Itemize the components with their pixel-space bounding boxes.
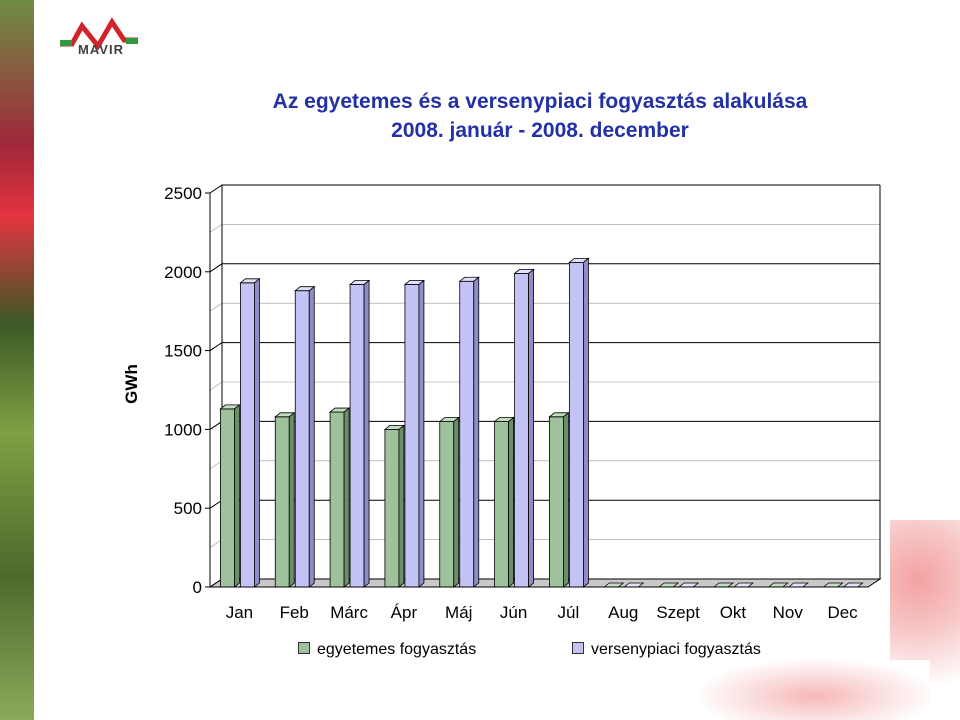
x-tick-label: Jan — [226, 603, 253, 622]
bar-side — [473, 276, 480, 588]
bar-front — [274, 416, 290, 588]
y-tick-label: 1000 — [164, 420, 202, 439]
legend-label-versenypiaci: versenypiaci fogyasztás — [591, 641, 761, 658]
major-gridline — [209, 184, 880, 194]
bar-side — [563, 411, 569, 588]
x-tick-label: Máj — [445, 603, 472, 622]
bar-front — [404, 284, 420, 588]
chart-title-line-2: 2008. január - 2008. december — [391, 119, 689, 142]
bar-side — [308, 285, 315, 588]
x-tick-label: Feb — [280, 603, 309, 622]
bar-front — [240, 282, 255, 588]
chart-title-line-1: Az egyetemes és a versenypiaci fogyasztá… — [272, 90, 808, 113]
decorative-flower-strip — [0, 0, 34, 720]
logo-text: MAVIR — [78, 42, 124, 57]
bar-side — [583, 257, 589, 588]
mavir-logo-icon — [60, 17, 138, 51]
x-tick-label: Dec — [827, 603, 858, 622]
bar-side — [363, 279, 370, 588]
x-tick-label: Júl — [558, 603, 580, 622]
bar-side — [343, 407, 350, 588]
x-tick-label: Szept — [656, 603, 700, 622]
bar-side — [528, 268, 534, 588]
legend-swatch-versenypiaci — [572, 641, 584, 654]
bar-side — [254, 277, 260, 588]
x-tick-label: Nov — [773, 603, 804, 622]
x-tick-label: Aug — [608, 603, 638, 622]
legend-item-egyetemes: egyetemes fogyasztás — [298, 641, 476, 659]
bar-side — [418, 279, 425, 588]
decorative-poppy-bottom — [700, 660, 930, 720]
bar-front — [220, 408, 235, 588]
bar-side — [508, 416, 514, 588]
bar-side — [288, 411, 295, 588]
minor-gridline — [209, 224, 880, 233]
bar-front — [569, 261, 584, 588]
legend-item-versenypiaci: versenypiaci fogyasztás — [572, 641, 761, 659]
bar-front — [494, 421, 509, 588]
x-tick-label: Okt — [720, 603, 747, 622]
bar-front — [514, 272, 529, 588]
x-tick-label: Jún — [500, 603, 527, 622]
bar-side — [234, 404, 240, 588]
bar-front — [329, 411, 345, 588]
y-tick-label: 0 — [193, 578, 202, 597]
legend-label-egyetemes: egyetemes fogyasztás — [317, 641, 477, 658]
x-tick-label: Ápr — [391, 603, 418, 622]
y-tick-label: 500 — [174, 499, 202, 518]
bar-side — [398, 424, 405, 588]
legend-swatch-egyetemes — [298, 641, 310, 654]
y-tick-label: 2500 — [164, 184, 202, 203]
y-tick-label: 1500 — [164, 342, 202, 361]
bar-side — [453, 416, 460, 588]
y-tick-label: 2000 — [164, 263, 202, 282]
major-gridline — [209, 263, 880, 273]
bar-front — [549, 416, 564, 588]
bar-front — [439, 421, 455, 588]
bar-front — [349, 284, 365, 588]
bar-front — [459, 280, 475, 588]
bar-front — [384, 428, 400, 588]
bar-front — [294, 290, 310, 588]
x-tick-label: Márc — [330, 603, 368, 622]
